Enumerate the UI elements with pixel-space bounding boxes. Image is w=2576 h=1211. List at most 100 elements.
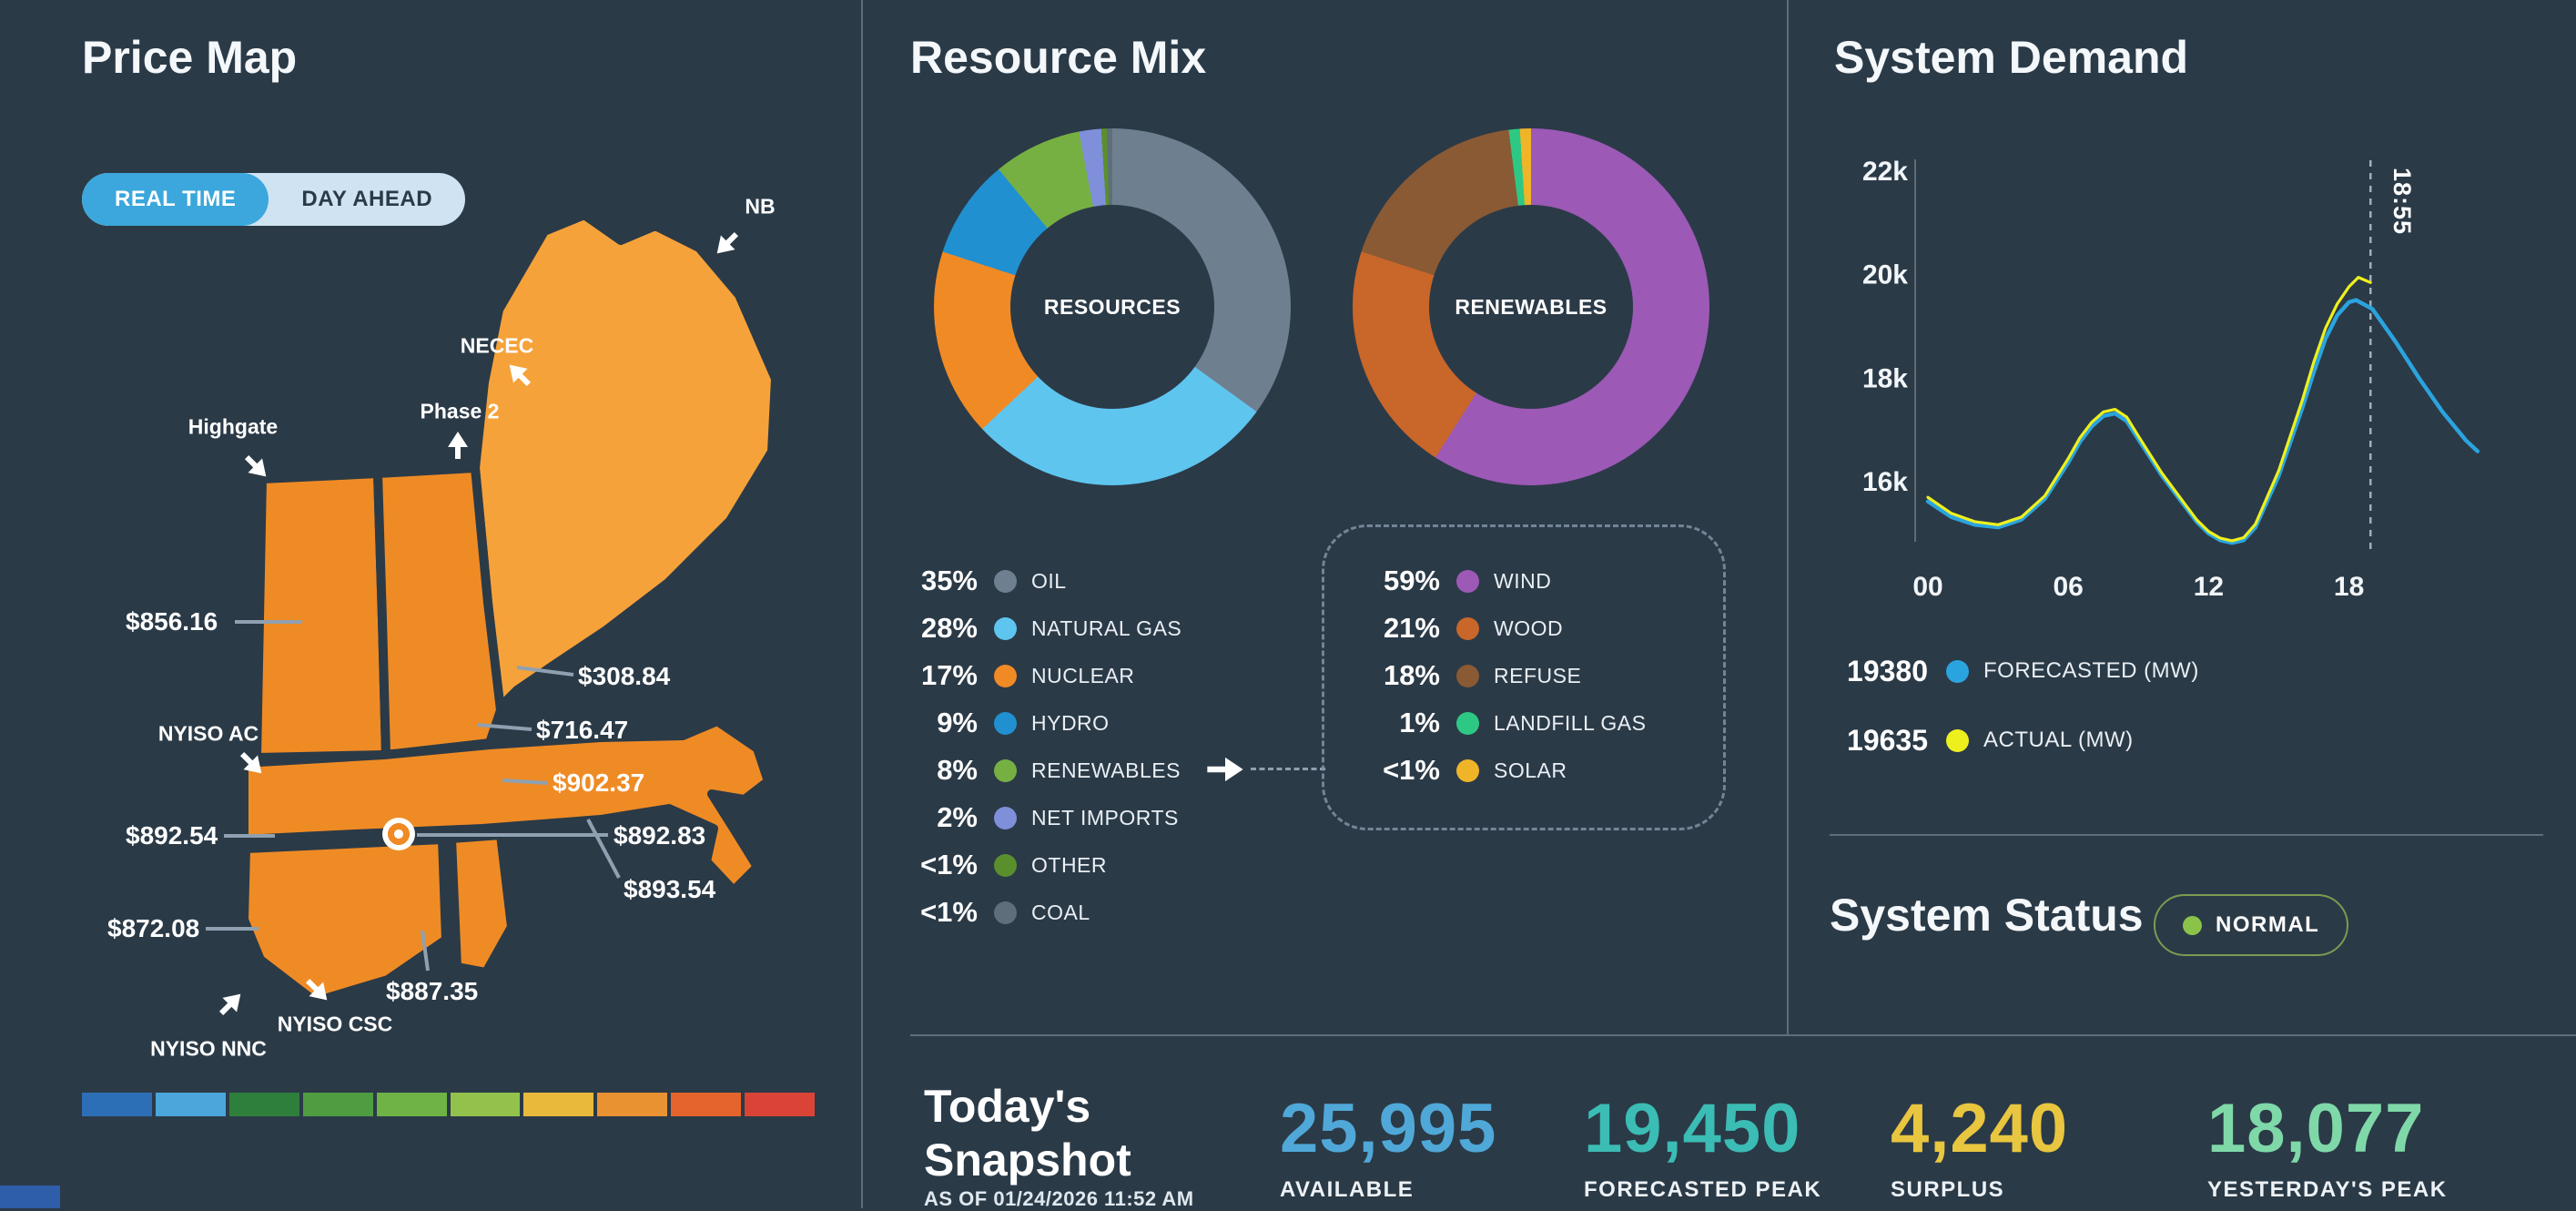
map-region-massachusetts[interactable] bbox=[239, 717, 773, 895]
legend-percent: 28% bbox=[920, 612, 978, 644]
legend-label: WOOD bbox=[1494, 616, 1564, 640]
map-region-maine[interactable] bbox=[471, 210, 780, 713]
legend-percent: 9% bbox=[937, 707, 978, 738]
price-scale-bar bbox=[82, 1093, 816, 1116]
legend-color-dot bbox=[994, 569, 1017, 593]
interface-arrow-icon bbox=[239, 751, 262, 774]
legend-color-dot bbox=[994, 664, 1017, 687]
interface-arrow-icon bbox=[244, 454, 267, 477]
renewables-bracket bbox=[1322, 524, 1726, 830]
legend-percent: 59% bbox=[1383, 565, 1440, 596]
demand-series-forecast bbox=[1925, 298, 2480, 545]
renewables-connector-line bbox=[1251, 768, 1325, 770]
price-leader-line bbox=[421, 930, 430, 972]
price-map-canvas: $856.16 $308.84 $716.47 $902.37 $892.54 $892.… bbox=[82, 182, 828, 1102]
resources-donut-chart: RESOURCES bbox=[934, 128, 1291, 485]
price-scale-segment bbox=[523, 1093, 594, 1116]
price-leader-line bbox=[476, 723, 532, 731]
interface-arrow-icon bbox=[509, 364, 532, 387]
renewables-arrow-icon bbox=[1207, 757, 1243, 782]
interface-label: NECEC bbox=[460, 333, 534, 358]
legend-label: WIND bbox=[1494, 568, 1552, 593]
legend-label: OTHER bbox=[1031, 852, 1107, 877]
interface-label: Phase 2 bbox=[420, 399, 500, 423]
price-leader-line bbox=[502, 778, 549, 785]
legend-label: RENEWABLES bbox=[1031, 758, 1181, 782]
legend-row: 21% WOOD bbox=[1364, 605, 1646, 652]
renewables-legend: 59% WIND 21% WOOD 18% REFUSE 1% LANDFILL GAS <1%… bbox=[1364, 557, 1646, 794]
x-tick-label: 12 bbox=[2194, 572, 2224, 602]
price-map-title: Price Map bbox=[82, 32, 298, 83]
toggle-day-ahead[interactable]: DAY AHEAD bbox=[301, 187, 433, 211]
x-tick-label: 06 bbox=[2054, 572, 2084, 602]
panel-divider-2 bbox=[1787, 0, 1789, 1034]
legend-color-dot bbox=[1946, 728, 1969, 752]
interface-label: NYISO AC bbox=[157, 721, 259, 746]
price-label: $902.37 bbox=[553, 768, 645, 797]
toggle-real-time[interactable]: REAL TIME bbox=[82, 173, 269, 226]
status-dot-icon bbox=[2183, 915, 2202, 935]
renewables-donut-center-label: RENEWABLES bbox=[1429, 205, 1633, 409]
system-status-badge: NORMAL bbox=[2154, 894, 2349, 956]
legend-label: NATURAL GAS bbox=[1031, 616, 1182, 640]
legend-percent: <1% bbox=[1383, 754, 1440, 786]
legend-row: 2% NET IMPORTS bbox=[901, 794, 1182, 841]
demand-chart-svg: 22k 20k 18k 16k 00 06 12 18 18:55 bbox=[1862, 157, 2480, 602]
resources-donut-center-label: RESOURCES bbox=[1010, 205, 1214, 409]
price-label: $716.47 bbox=[536, 716, 629, 744]
legend-label: SOLAR bbox=[1494, 758, 1567, 782]
corner-accent bbox=[0, 1186, 60, 1208]
price-leader-line bbox=[516, 666, 574, 677]
interface-label: Highgate bbox=[188, 414, 279, 439]
legend-row: 35% OIL bbox=[901, 557, 1182, 605]
snapshot-stat: 19,450 FORECASTED PEAK bbox=[1584, 1089, 1821, 1203]
legend-color-dot bbox=[1456, 711, 1479, 735]
legend-label: NUCLEAR bbox=[1031, 663, 1135, 687]
price-label: $892.54 bbox=[126, 821, 218, 850]
price-label: $892.83 bbox=[614, 821, 706, 850]
interface-arrow-icon bbox=[716, 231, 739, 254]
price-label: $893.54 bbox=[624, 875, 716, 903]
legend-value: 19380 bbox=[1847, 654, 1928, 687]
legend-row: 17% NUCLEAR bbox=[901, 652, 1182, 699]
price-label: $308.84 bbox=[578, 662, 671, 690]
legend-color-dot bbox=[1456, 758, 1479, 782]
price-scale-segment bbox=[745, 1093, 816, 1116]
legend-color-dot bbox=[994, 616, 1017, 640]
demand-legend-row: 19380 FORECASTED (MW) bbox=[1820, 645, 2199, 697]
right-panel-divider bbox=[1830, 834, 2543, 836]
legend-color-dot bbox=[1946, 659, 1969, 683]
price-scale-segment bbox=[597, 1093, 668, 1116]
demand-series-actual bbox=[1926, 276, 2372, 543]
time-marker-label: 18:55 bbox=[2388, 168, 2416, 235]
legend-percent: 18% bbox=[1383, 659, 1440, 691]
y-tick-label: 22k bbox=[1862, 157, 1908, 187]
legend-row: 1% LANDFILL GAS bbox=[1364, 699, 1646, 747]
legend-percent: 2% bbox=[937, 801, 978, 833]
demand-legend: 19380 FORECASTED (MW) 19635 ACTUAL (MW) bbox=[1820, 645, 2199, 783]
legend-percent: 17% bbox=[920, 659, 978, 691]
legend-row: <1% OTHER bbox=[901, 841, 1182, 889]
legend-label: FORECASTED (MW) bbox=[1983, 658, 2199, 683]
map-region-connecticut[interactable] bbox=[239, 835, 451, 1006]
legend-label: ACTUAL (MW) bbox=[1983, 728, 2134, 752]
interface-arrow-icon bbox=[218, 993, 241, 1016]
resource-mix-title: Resource Mix bbox=[910, 32, 1207, 83]
interface-arrow-icon bbox=[305, 978, 328, 1001]
snapshot-as-of: AS OF 01/24/2026 11:52 AM bbox=[924, 1187, 1194, 1210]
price-label: $887.35 bbox=[386, 977, 479, 1005]
legend-label: LANDFILL GAS bbox=[1494, 710, 1647, 735]
snapshot-stat: 4,240 SURPLUS bbox=[1891, 1089, 2068, 1203]
stat-label: SURPLUS bbox=[1891, 1177, 2005, 1202]
legend-row: 28% NATURAL GAS bbox=[901, 605, 1182, 652]
legend-percent: 8% bbox=[937, 754, 978, 786]
legend-percent: 21% bbox=[1383, 612, 1440, 644]
system-status-title: System Status bbox=[1830, 890, 2144, 941]
legend-row: <1% SOLAR bbox=[1364, 747, 1646, 794]
x-tick-label: 18 bbox=[2334, 572, 2364, 602]
status-label: NORMAL bbox=[2216, 912, 2320, 937]
price-scale-segment bbox=[376, 1093, 447, 1116]
price-scale-segment bbox=[82, 1093, 152, 1116]
legend-color-dot bbox=[994, 901, 1017, 924]
stat-value: 25,995 bbox=[1280, 1090, 1497, 1167]
